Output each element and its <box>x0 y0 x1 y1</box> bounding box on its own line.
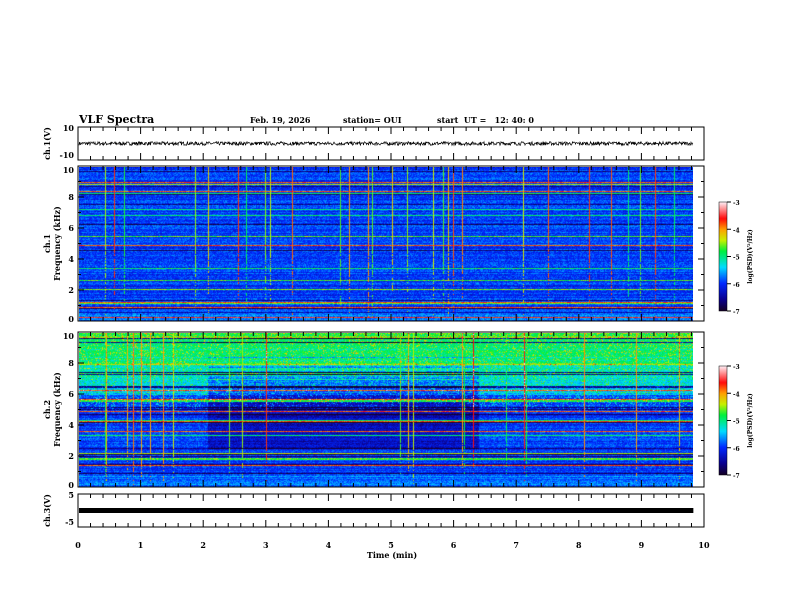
ch1-colorbar <box>719 202 727 311</box>
x-tick-label: 7 <box>513 540 519 550</box>
y-tick-label: 10 <box>63 165 75 175</box>
x-tick-label: 3 <box>263 540 269 550</box>
ch3-waveform-line <box>79 508 694 513</box>
colorbar-tick-label: -5 <box>733 419 740 426</box>
figure-title: VLF Spectra <box>78 113 154 126</box>
ch1-waveform-line <box>78 140 694 147</box>
colorbar-tick-label: -7 <box>733 473 740 480</box>
x-tick-label: 5 <box>388 540 394 550</box>
colorbar-tick-label: -7 <box>733 309 740 316</box>
y-tick-label: 6 <box>68 223 74 233</box>
y-axis-label: ch.3(V) <box>42 494 52 527</box>
start-time-label: start UT = 12: 40: 0 <box>437 115 534 125</box>
ch2-spectrogram-heatmap <box>79 333 693 487</box>
colorbar-label: log(PSD)(V²/Hz) <box>747 393 754 448</box>
x-tick-label: 2 <box>200 540 206 550</box>
y-tick-label: 10 <box>63 331 75 341</box>
colorbar-tick-label: -6 <box>733 282 740 289</box>
y-tick-label: 5 <box>68 490 74 500</box>
x-tick-label: 1 <box>138 540 144 550</box>
y-tick-label: 0 <box>68 314 74 324</box>
y-tick-label: 4 <box>68 254 74 264</box>
colorbar-tick-label: -3 <box>733 200 740 207</box>
station-label: station= OUI <box>343 115 402 125</box>
x-axis-label: Time (min) <box>367 550 417 560</box>
date-label: Feb. 19, 2026 <box>250 115 311 125</box>
ch2-colorbar <box>719 366 727 475</box>
y-tick-label: 10 <box>63 123 75 133</box>
x-tick-label: 4 <box>326 540 332 550</box>
y-tick-label: 8 <box>68 358 74 368</box>
y-tick-label: 8 <box>68 192 74 202</box>
x-tick-label: 8 <box>576 540 582 550</box>
y-axis-label: ch.1(V) <box>42 127 52 160</box>
ch1-spectrogram-heatmap <box>79 167 693 321</box>
colorbar-tick-label: -4 <box>733 391 740 398</box>
colorbar-frame <box>718 201 728 312</box>
x-tick-label: 10 <box>698 540 710 550</box>
y-tick-label: 4 <box>68 420 74 430</box>
panel-frame-ch2-spectrogram <box>77 331 705 488</box>
y-tick-label: -5 <box>65 517 74 527</box>
y-tick-label: 0 <box>68 480 74 490</box>
colorbar-frame <box>718 365 728 476</box>
y-tick-label: 6 <box>68 389 74 399</box>
y-tick-label: 2 <box>68 451 74 461</box>
y-axis-label: ch.2 <box>42 400 52 419</box>
y-tick-label: -10 <box>60 150 75 160</box>
colorbar-tick-label: -5 <box>733 255 740 262</box>
y-axis-label: ch.1 <box>42 234 52 253</box>
x-tick-label: 0 <box>75 540 81 550</box>
panel-frame-ch1-spectrogram <box>77 165 705 322</box>
y-tick-label: 2 <box>68 285 74 295</box>
y-axis-label: Frequency (kHz) <box>52 372 62 447</box>
colorbar-tick-label: -6 <box>733 446 740 453</box>
x-tick-label: 6 <box>451 540 457 550</box>
y-axis-label: Frequency (kHz) <box>52 206 62 281</box>
x-tick-label: 9 <box>639 540 645 550</box>
colorbar-label: log(PSD)(V²/Hz) <box>747 229 754 284</box>
colorbar-tick-label: -4 <box>733 227 740 234</box>
colorbar-tick-label: -3 <box>733 364 740 371</box>
